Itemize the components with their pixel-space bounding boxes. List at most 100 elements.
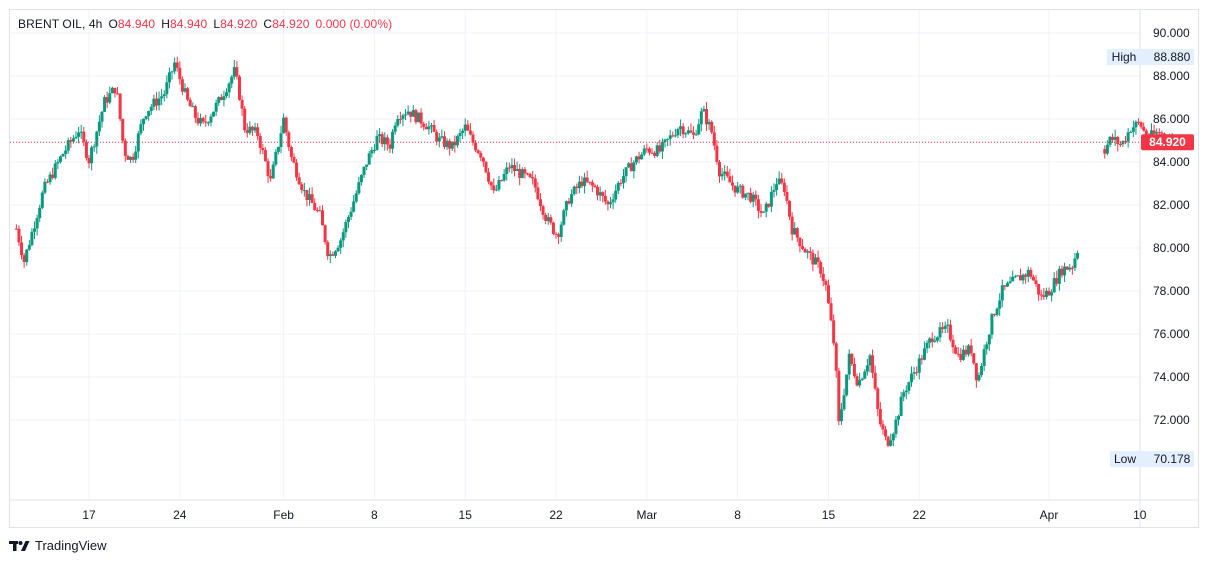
candle[interactable] <box>575 186 579 189</box>
candle[interactable] <box>935 337 939 341</box>
candle[interactable] <box>1011 276 1015 282</box>
candle[interactable] <box>632 162 636 172</box>
candle[interactable] <box>43 181 47 193</box>
candle[interactable] <box>832 320 836 344</box>
candle[interactable] <box>300 184 304 191</box>
candle[interactable] <box>448 140 452 149</box>
candle[interactable] <box>671 135 675 137</box>
candle[interactable] <box>173 62 177 72</box>
candle[interactable] <box>520 169 524 178</box>
candle[interactable] <box>209 116 213 123</box>
candle[interactable] <box>217 97 221 103</box>
candle[interactable] <box>969 345 973 354</box>
candle[interactable] <box>567 201 571 204</box>
candle[interactable] <box>136 133 140 152</box>
candle[interactable] <box>253 127 257 131</box>
candle[interactable] <box>679 126 683 129</box>
candle[interactable] <box>66 140 70 151</box>
candle[interactable] <box>261 147 265 151</box>
candle[interactable] <box>609 202 613 205</box>
candle[interactable] <box>310 194 314 204</box>
candle[interactable] <box>219 97 223 101</box>
candle[interactable] <box>580 181 584 187</box>
candle[interactable] <box>113 87 117 94</box>
candle[interactable] <box>455 136 459 146</box>
candle[interactable] <box>712 132 716 146</box>
candle[interactable] <box>378 134 382 136</box>
candle[interactable] <box>1121 140 1125 145</box>
candle[interactable] <box>95 131 99 147</box>
candle[interactable] <box>933 340 937 342</box>
candle[interactable] <box>141 118 145 125</box>
candle[interactable] <box>497 180 501 190</box>
candle[interactable] <box>245 130 249 133</box>
candle[interactable] <box>930 338 934 342</box>
candle[interactable] <box>754 194 758 200</box>
candle[interactable] <box>58 156 62 162</box>
candle[interactable] <box>292 156 296 163</box>
candle[interactable] <box>684 133 688 135</box>
candle[interactable] <box>728 176 732 183</box>
candle[interactable] <box>339 240 343 248</box>
candle[interactable] <box>186 88 190 100</box>
candle[interactable] <box>749 192 753 202</box>
candle[interactable] <box>214 102 218 112</box>
candle[interactable] <box>603 195 607 202</box>
candle[interactable] <box>25 249 29 262</box>
candle[interactable] <box>917 358 921 373</box>
candle[interactable] <box>821 273 825 281</box>
candle[interactable] <box>147 110 151 117</box>
candle[interactable] <box>772 190 776 192</box>
candle[interactable] <box>987 334 991 345</box>
candle[interactable] <box>336 247 340 252</box>
candle[interactable] <box>733 185 737 193</box>
candle[interactable] <box>258 135 262 148</box>
candle[interactable] <box>850 353 854 364</box>
candle[interactable] <box>240 99 244 109</box>
candle[interactable] <box>868 355 872 366</box>
candle[interactable] <box>837 370 841 422</box>
candle[interactable] <box>912 372 916 374</box>
candle[interactable] <box>35 218 39 229</box>
candle[interactable] <box>1016 275 1020 277</box>
candle[interactable] <box>956 353 960 355</box>
candle[interactable] <box>64 150 68 154</box>
candle[interactable] <box>922 348 926 360</box>
candle[interactable] <box>427 126 431 130</box>
candle[interactable] <box>915 372 919 374</box>
candle[interactable] <box>536 187 540 200</box>
candle[interactable] <box>297 177 301 185</box>
candle[interactable] <box>541 206 545 215</box>
candle[interactable] <box>1031 276 1035 281</box>
candle[interactable] <box>881 424 885 430</box>
candle[interactable] <box>1055 278 1059 284</box>
candle[interactable] <box>199 118 203 124</box>
candle[interactable] <box>250 126 254 131</box>
candle[interactable] <box>961 349 965 360</box>
candle[interactable] <box>782 182 786 192</box>
candle[interactable] <box>1126 132 1130 142</box>
candle[interactable] <box>232 67 236 77</box>
candle[interactable] <box>45 181 49 183</box>
candle[interactable] <box>105 97 109 103</box>
candle[interactable] <box>845 374 849 396</box>
candle[interactable] <box>474 142 478 151</box>
candle[interactable] <box>904 390 908 393</box>
candle[interactable] <box>629 163 633 172</box>
candle[interactable] <box>730 182 734 186</box>
candle[interactable] <box>897 416 901 420</box>
candle[interactable] <box>894 419 898 434</box>
candle[interactable] <box>941 327 945 329</box>
candle[interactable] <box>1144 130 1148 138</box>
candle[interactable] <box>1139 122 1143 127</box>
candle[interactable] <box>139 124 143 134</box>
candle[interactable] <box>593 185 597 187</box>
candle[interactable] <box>852 363 856 377</box>
candle[interactable] <box>476 150 480 153</box>
candle[interactable] <box>435 131 439 142</box>
candle[interactable] <box>222 96 226 101</box>
candle[interactable] <box>990 314 994 335</box>
candle[interactable] <box>422 123 426 127</box>
candle[interactable] <box>71 138 75 142</box>
candle[interactable] <box>705 108 709 125</box>
